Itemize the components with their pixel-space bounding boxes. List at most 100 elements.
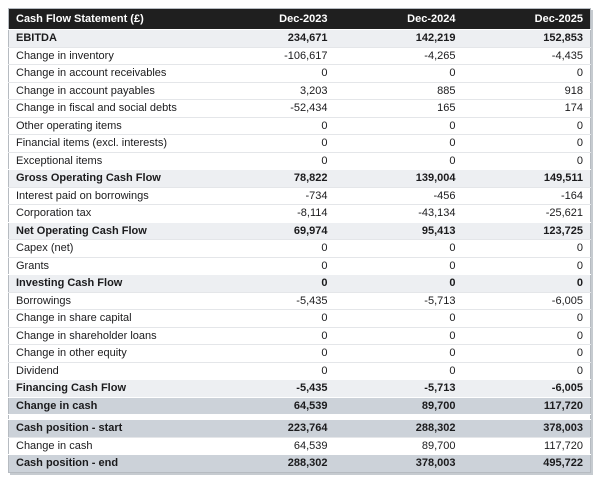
row-value: 117,720 <box>462 396 591 415</box>
row-value: 174 <box>462 99 591 117</box>
row-value: 234,671 <box>206 29 335 47</box>
row-value: 64,539 <box>206 396 335 415</box>
table-row: Change in cash 64,539 89,700 117,720 <box>8 436 591 455</box>
row-value: 0 <box>206 274 335 292</box>
table-row: Change in account receivables 0 0 0 <box>8 64 591 82</box>
row-value: 0 <box>334 134 463 152</box>
row-value: 0 <box>462 134 591 152</box>
row-value: 0 <box>334 309 463 327</box>
row-label: Financial items (excl. interests) <box>8 134 207 152</box>
row-value: -6,005 <box>462 379 591 397</box>
row-value: 78,822 <box>206 169 335 187</box>
row-value: 0 <box>334 239 463 257</box>
row-value: 0 <box>462 309 591 327</box>
table-row: Change in fiscal and social debts -52,434… <box>8 99 591 117</box>
table-row: EBITDA 234,671 142,219 152,853 <box>8 29 591 47</box>
row-value: -52,434 <box>206 99 335 117</box>
table-row: Change in cash 64,539 89,700 117,720 <box>8 396 591 415</box>
cash-flow-statement-table: Cash Flow Statement (£) Dec-2023 Dec-202… <box>8 8 591 473</box>
row-value: 165 <box>334 99 463 117</box>
row-label: Change in shareholder loans <box>8 326 207 345</box>
row-label: Interest paid on borrowings <box>8 186 207 205</box>
row-value: 123,725 <box>462 221 591 240</box>
row-value: 0 <box>334 344 463 362</box>
row-value: -6,005 <box>462 291 591 310</box>
table-row: Change in share capital 0 0 0 <box>8 309 591 327</box>
row-value: 885 <box>334 81 463 100</box>
row-value: -5,713 <box>334 379 463 397</box>
table-row: Change in account payables 3,203 885 918 <box>8 81 591 100</box>
row-label: Change in cash <box>8 396 207 415</box>
table-row: Dividend 0 0 0 <box>8 361 591 380</box>
table-row: Borrowings -5,435 -5,713 -6,005 <box>8 291 591 310</box>
table-row: Cash position - end 288,302 378,003 495,722 <box>8 454 591 472</box>
row-value: -456 <box>334 186 463 205</box>
row-label: Investing Cash Flow <box>8 274 207 292</box>
row-label: Capex (net) <box>8 239 207 257</box>
row-value: -106,617 <box>206 46 335 65</box>
row-value: 0 <box>334 274 463 292</box>
row-value: 0 <box>206 134 335 152</box>
table-row: Change in other equity 0 0 0 <box>8 344 591 362</box>
row-label: Other operating items <box>8 116 207 135</box>
table-row: Corporation tax -8,114 -43,134 -25,621 <box>8 204 591 222</box>
row-value: 0 <box>462 151 591 170</box>
row-value: 152,853 <box>462 29 591 47</box>
row-value: -8,114 <box>206 204 335 222</box>
row-value: 0 <box>206 151 335 170</box>
row-label: Grants <box>8 256 207 275</box>
row-value: 0 <box>206 326 335 345</box>
row-value: 0 <box>462 116 591 135</box>
row-value: 64,539 <box>206 436 335 455</box>
row-label: Net Operating Cash Flow <box>8 221 207 240</box>
table-row: Financial items (excl. interests) 0 0 0 <box>8 134 591 152</box>
row-value: 918 <box>462 81 591 100</box>
row-value: 0 <box>462 256 591 275</box>
row-label: Change in cash <box>8 436 207 455</box>
table-row: Financing Cash Flow -5,435 -5,713 -6,005 <box>8 379 591 397</box>
row-value: 288,302 <box>334 419 463 437</box>
table-row: Change in inventory -106,617 -4,265 -4,435 <box>8 46 591 65</box>
row-label: Change in share capital <box>8 309 207 327</box>
row-value: 0 <box>462 326 591 345</box>
row-value: 149,511 <box>462 169 591 187</box>
row-value: -25,621 <box>462 204 591 222</box>
row-value: 378,003 <box>462 419 591 437</box>
row-value: -164 <box>462 186 591 205</box>
row-value: 0 <box>206 256 335 275</box>
row-label: Cash position - start <box>8 419 207 437</box>
row-value: 0 <box>462 361 591 380</box>
row-value: 117,720 <box>462 436 591 455</box>
table-row: Change in shareholder loans 0 0 0 <box>8 326 591 345</box>
row-value: 0 <box>206 239 335 257</box>
row-value: -4,435 <box>462 46 591 65</box>
table-row: Gross Operating Cash Flow 78,822 139,004 14… <box>8 169 591 187</box>
row-value: 378,003 <box>334 454 463 472</box>
row-label: Change in fiscal and social debts <box>8 99 207 117</box>
table-row: Capex (net) 0 0 0 <box>8 239 591 257</box>
table-row: Net Operating Cash Flow 69,974 95,413 123,7… <box>8 221 591 240</box>
row-value: -4,265 <box>334 46 463 65</box>
row-value: 89,700 <box>334 436 463 455</box>
row-value: 0 <box>206 116 335 135</box>
row-value: 95,413 <box>334 221 463 240</box>
row-value: 0 <box>462 274 591 292</box>
row-value: 3,203 <box>206 81 335 100</box>
row-label: EBITDA <box>8 29 207 47</box>
row-value: 0 <box>334 116 463 135</box>
table-row: Grants 0 0 0 <box>8 256 591 275</box>
row-value: -43,134 <box>334 204 463 222</box>
row-value: 0 <box>334 326 463 345</box>
row-value: 223,764 <box>206 419 335 437</box>
row-value: 0 <box>462 239 591 257</box>
column-header-dec-2023: Dec-2023 <box>206 8 335 30</box>
table-title: Cash Flow Statement (£) <box>8 8 207 30</box>
column-header-dec-2024: Dec-2024 <box>334 8 463 30</box>
row-label: Dividend <box>8 361 207 380</box>
row-value: 0 <box>334 151 463 170</box>
row-value: 0 <box>206 361 335 380</box>
row-label: Financing Cash Flow <box>8 379 207 397</box>
row-label: Change in account payables <box>8 81 207 100</box>
row-value: -5,713 <box>334 291 463 310</box>
row-value: 0 <box>462 344 591 362</box>
